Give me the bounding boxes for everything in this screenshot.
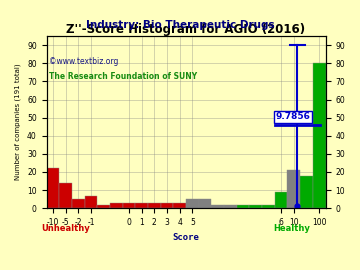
Bar bbox=[110, 203, 123, 208]
Bar bbox=[186, 199, 199, 208]
Y-axis label: Number of companies (191 total): Number of companies (191 total) bbox=[15, 64, 22, 180]
Text: Healthy: Healthy bbox=[274, 224, 310, 232]
Bar bbox=[313, 63, 325, 208]
Bar bbox=[262, 205, 275, 208]
Text: The Research Foundation of SUNY: The Research Foundation of SUNY bbox=[49, 72, 197, 81]
Title: Z''-Score Histogram for AGIO (2016): Z''-Score Histogram for AGIO (2016) bbox=[67, 23, 306, 36]
Bar bbox=[224, 205, 237, 208]
Bar bbox=[135, 203, 148, 208]
Bar bbox=[148, 203, 161, 208]
Bar bbox=[123, 203, 135, 208]
Bar bbox=[97, 205, 110, 208]
Bar bbox=[59, 183, 72, 208]
Bar bbox=[46, 168, 59, 208]
Bar bbox=[288, 170, 300, 208]
X-axis label: Score: Score bbox=[172, 232, 199, 241]
Bar bbox=[249, 205, 262, 208]
Bar bbox=[85, 195, 97, 208]
Text: Industry: Bio Therapeutic Drugs: Industry: Bio Therapeutic Drugs bbox=[86, 20, 274, 30]
Text: ©www.textbiz.org: ©www.textbiz.org bbox=[49, 57, 119, 66]
Bar bbox=[237, 205, 249, 208]
Text: Unhealthy: Unhealthy bbox=[42, 224, 90, 232]
Bar bbox=[300, 176, 313, 208]
Bar bbox=[211, 205, 224, 208]
Bar bbox=[275, 192, 288, 208]
Bar bbox=[72, 199, 85, 208]
Text: 9.7856: 9.7856 bbox=[276, 112, 311, 122]
Bar bbox=[199, 199, 211, 208]
Bar bbox=[174, 203, 186, 208]
Bar bbox=[161, 203, 174, 208]
